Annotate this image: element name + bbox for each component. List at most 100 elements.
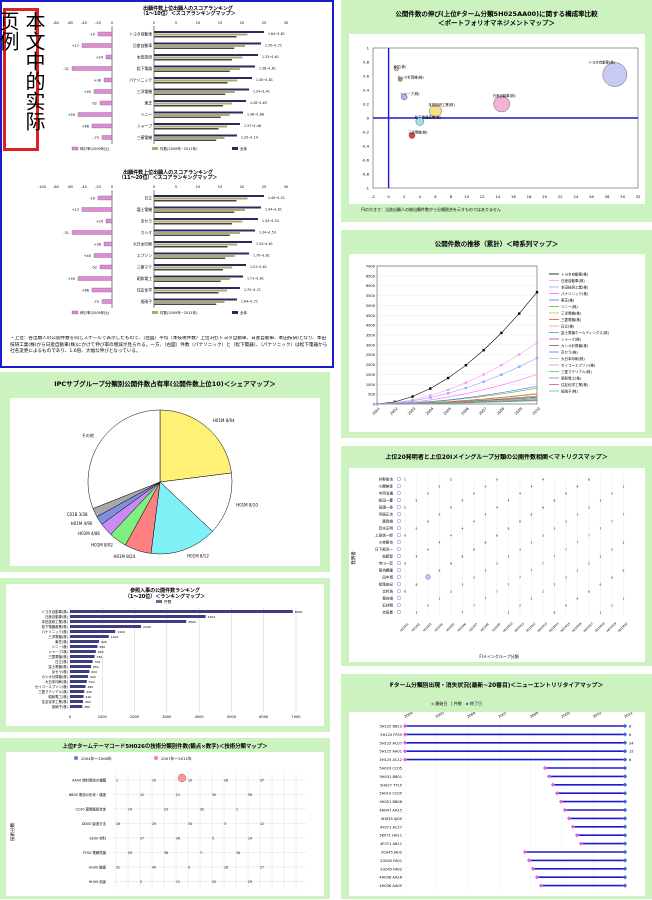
npi-cell-value: 29 bbox=[248, 880, 252, 884]
entry-row-label: 5H125 AA01 bbox=[379, 750, 402, 754]
score-bar-c bbox=[154, 70, 230, 72]
matrix-col-label: H01M12 bbox=[525, 621, 537, 633]
matrix-row-label: 井野俊也 bbox=[379, 477, 394, 482]
matrix-cell: 4 bbox=[427, 548, 429, 552]
matrix-cell: 2 bbox=[519, 604, 521, 608]
share-map-chart: H01M 8/04 H01M 8/10 H01M 8/12 H01M 8/24 H01M… bbox=[10, 398, 320, 566]
trend-legend-label: 三洋電機(株) bbox=[561, 311, 582, 316]
pie-slice bbox=[87, 409, 161, 509]
trend-xtick: 2009 bbox=[514, 406, 524, 416]
score-ratio-label: 1.35→1.71 bbox=[265, 44, 282, 48]
ranking-value: 600 bbox=[91, 670, 97, 674]
matrix-row-label: 日下部洋一 bbox=[375, 547, 393, 552]
score-name-label: 日産自動車 bbox=[133, 43, 152, 48]
matrix-cell: 3 bbox=[496, 562, 498, 566]
score-name-label: 日立 bbox=[144, 196, 152, 201]
entry-legend-count-icon: | bbox=[451, 701, 453, 706]
pie-slice bbox=[150, 481, 213, 555]
entry-end-marker bbox=[622, 723, 628, 729]
matrix-cell: 2 bbox=[565, 576, 567, 580]
matrix-cell: 8 bbox=[542, 506, 544, 510]
entry-end-marker bbox=[622, 765, 628, 771]
score-bar-b bbox=[154, 232, 240, 234]
matrix-cell: 8 bbox=[462, 555, 464, 559]
score-bar-b bbox=[154, 278, 230, 280]
portfolio-xtick: -2 bbox=[371, 194, 375, 199]
trend-panel: 公開件数の推移（累計）＜時系列マップ＞ 7000 6500 6000 5500 5000… bbox=[341, 230, 652, 438]
entry-row-label: 5H031 BB01 bbox=[380, 775, 403, 779]
score-pink-bar bbox=[103, 241, 113, 247]
score-bar-a bbox=[154, 241, 252, 243]
matrix-cell: 4 bbox=[519, 492, 521, 496]
matrix-cell: 3 bbox=[450, 590, 452, 594]
matrix-row-label: 長谷雄 bbox=[382, 596, 393, 601]
portfolio-bubble bbox=[602, 62, 627, 87]
score-ranking-2-title: 出願件数上位出願人のスコアランキング bbox=[123, 170, 213, 176]
ranking-svg: 件数 0 1000 2000 3000 4000 5000 6000 7000 トヨタ自動車(株)… bbox=[35, 600, 302, 719]
score-pink-bar bbox=[101, 299, 113, 304]
score-value-label: +66 bbox=[82, 125, 89, 129]
npi-legend-b: 2007年～2011年 bbox=[161, 756, 192, 761]
npi-row-label: DD00 製造方法 bbox=[82, 821, 107, 826]
score-pink-bar bbox=[105, 54, 113, 60]
npi-cell-value: 30 bbox=[212, 793, 216, 797]
entry-start-marker bbox=[402, 749, 408, 754]
score-bar-c bbox=[154, 139, 217, 141]
entry-end-marker bbox=[622, 858, 628, 863]
score-value-label: -31 bbox=[63, 231, 69, 235]
portfolio-note: 円の大きさ：当該出願人の総出願件数から分類割合を示すものではありません bbox=[361, 207, 501, 212]
trend-legend-label: 本田技研工業(株) bbox=[561, 285, 589, 290]
entry-start-marker bbox=[538, 883, 544, 888]
ranking-value: 4200 bbox=[208, 615, 216, 619]
portfolio-bubble-label: 本田技研工業(株) bbox=[428, 102, 455, 107]
ranking-bar bbox=[70, 660, 93, 663]
trend-legend-label: 大日本印刷(株) bbox=[561, 356, 585, 361]
npi-legend-a: 2004年～2006年 bbox=[81, 756, 112, 761]
ranking-tick: 6000 bbox=[259, 715, 269, 719]
ranking-value: 1200 bbox=[111, 635, 119, 639]
score-ratio-label: 1.40→1.51 bbox=[268, 196, 285, 200]
matrix-cell: 6 bbox=[611, 576, 613, 580]
npi-cell-value: 27 bbox=[140, 837, 144, 841]
matrix-row-marker bbox=[397, 484, 402, 489]
matrix-cell: 9 bbox=[473, 492, 475, 496]
score-pink-bar bbox=[77, 276, 113, 281]
matrix-cell: 9 bbox=[485, 485, 487, 489]
matrix-cell: 5 bbox=[404, 506, 406, 510]
entry-svg: 2004 2005 2006 2007 2008 2009 2010 2011 5H125 BB… bbox=[379, 710, 634, 892]
ranking-name: 住友化学工業(株) bbox=[42, 699, 69, 704]
trend-ytick: 1000 bbox=[366, 383, 376, 387]
entry-legend-end: 終了日 bbox=[470, 701, 483, 706]
score-ratio-label: 1.70→1.71 bbox=[244, 288, 261, 292]
trend-ytick: 4500 bbox=[366, 314, 376, 318]
entry-end-marker bbox=[622, 807, 628, 813]
npi-cell-value: 12 bbox=[260, 822, 264, 826]
entry-count: 6 bbox=[629, 758, 632, 762]
matrix-row-label: 菊池義隆 bbox=[379, 568, 394, 573]
entry-end-marker bbox=[622, 782, 628, 787]
pie-label: H01M 8/02 bbox=[91, 543, 113, 548]
ranking-value: 3600 bbox=[188, 620, 196, 624]
score-tick-left: 0 bbox=[111, 21, 113, 25]
npi-cell-value: 34 bbox=[188, 822, 192, 826]
score-value-label: +24 bbox=[96, 220, 104, 224]
entry-start-marker bbox=[402, 732, 408, 737]
legend-label: 伸び率(2009年比) bbox=[80, 310, 110, 315]
npi-cell-value: 29 bbox=[128, 851, 132, 855]
score-name-label: パナソニック bbox=[129, 78, 152, 83]
matrix-cell: 3 bbox=[623, 485, 625, 489]
ranking-value: 800 bbox=[98, 650, 104, 654]
matrix-cell: 4 bbox=[439, 541, 441, 545]
score-name-label: トヨタ自動車 bbox=[129, 32, 152, 37]
entry-row-label: 5H125 AC07 bbox=[380, 741, 402, 745]
ranking-bar bbox=[70, 635, 109, 638]
matrix-cell: 3 bbox=[588, 506, 590, 510]
score-bar-c bbox=[154, 211, 235, 213]
legend-label: 件数(2009年~2011年) bbox=[160, 310, 198, 315]
trend-xtick: 2010 bbox=[532, 406, 542, 416]
score-name-label: 大日本印刷 bbox=[133, 242, 152, 247]
entry-year: 2006 bbox=[466, 712, 477, 719]
score-bar-a bbox=[154, 54, 258, 56]
portfolio-ytick: 0.6 bbox=[363, 74, 370, 79]
npi-row-label: CC00 膜電極接合体 bbox=[76, 807, 107, 812]
